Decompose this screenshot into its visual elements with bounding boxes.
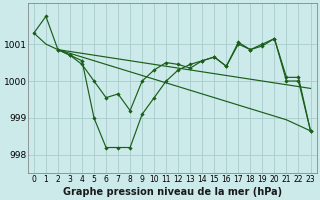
X-axis label: Graphe pression niveau de la mer (hPa): Graphe pression niveau de la mer (hPa) [63,187,282,197]
